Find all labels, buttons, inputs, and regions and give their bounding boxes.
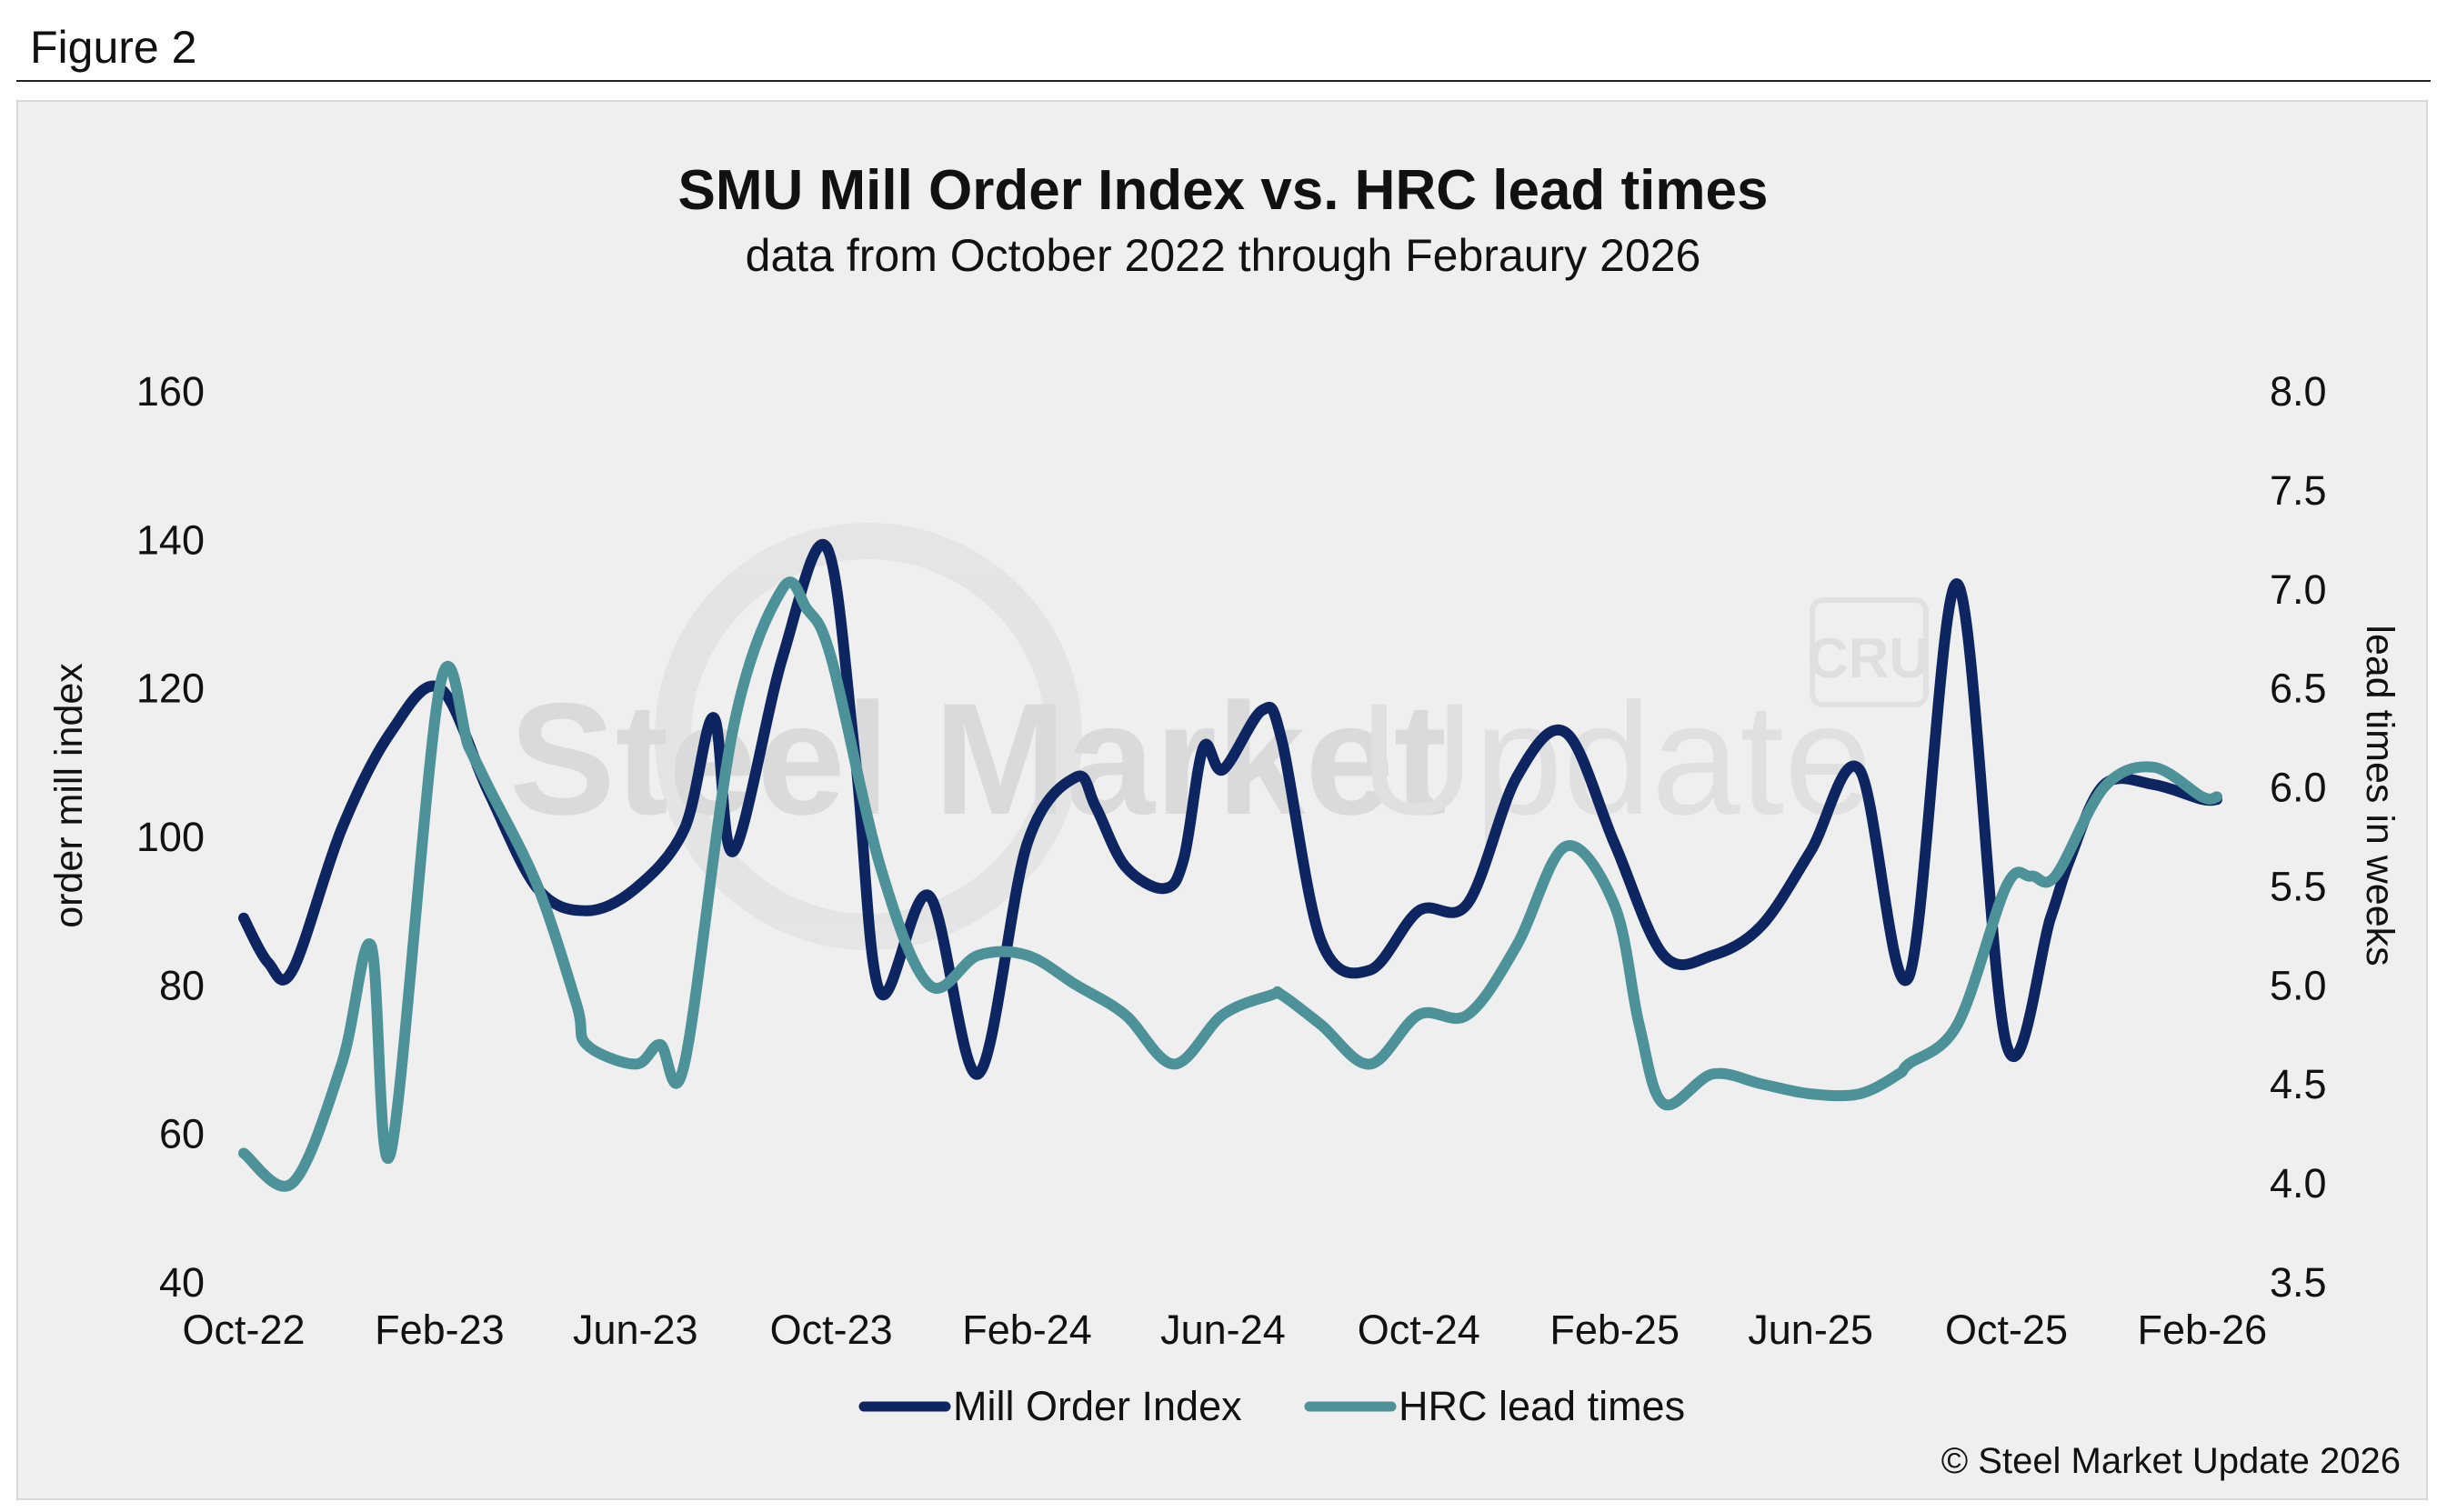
cru-logo-text: CRU	[1808, 627, 1930, 690]
y-axis-left-title: order mill index	[47, 663, 91, 928]
y-right-tick-label: 6.0	[2270, 765, 2327, 811]
figure-label: Figure 2	[30, 22, 197, 73]
y-axis-right: 3.5 4.0 4.5 5.0 5.5 6.0 6.5 7.0 7.5 8.0	[2270, 368, 2327, 1306]
x-tick-label: Oct-22	[182, 1307, 305, 1353]
series-layer	[238, 538, 2222, 1192]
x-tick-label: Oct-23	[770, 1307, 893, 1353]
y-left-tick-label: 40	[159, 1259, 205, 1306]
x-tick-label: Feb-26	[2138, 1307, 2268, 1353]
legend-label-hrc-lead-times: HRC lead times	[1399, 1383, 1685, 1429]
y-right-tick-label: 7.5	[2270, 467, 2327, 514]
y-right-tick-label: 4.5	[2270, 1061, 2327, 1107]
x-tick-label: Oct-24	[1358, 1307, 1480, 1353]
y-right-tick-label: 8.0	[2270, 368, 2327, 415]
y-right-tick-label: 7.0	[2270, 566, 2327, 613]
watermark-text-bold: Steel Market	[509, 671, 1447, 848]
x-axis: Oct-22 Feb-23 Jun-23 Oct-23 Feb-24 Jun-24 Oct-…	[182, 1307, 2267, 1353]
x-tick-label: Jun-24	[1160, 1307, 1286, 1353]
y-right-tick-label: 6.5	[2270, 666, 2327, 712]
series-line-hrc-lead-times	[238, 576, 2222, 1192]
chart-panel	[16, 100, 2428, 1500]
y-left-tick-label: 80	[159, 962, 205, 1008]
y-right-tick-label: 3.5	[2270, 1259, 2327, 1306]
y-left-tick-label: 120	[136, 666, 205, 712]
x-tick-label: Feb-23	[375, 1307, 505, 1353]
copyright-note: © Steel Market Update 2026	[1941, 1441, 2401, 1481]
y-left-tick-label: 140	[136, 516, 205, 563]
legend-label-mill-order-index: Mill Order Index	[953, 1383, 1242, 1429]
y-axis-left: 40 60 80 100 120 140 160	[136, 368, 205, 1306]
y-left-tick-label: 100	[136, 814, 205, 860]
cru-logo-icon	[1810, 597, 1929, 707]
chart-title: SMU Mill Order Index vs. HRC lead times	[678, 159, 1769, 222]
legend: Mill Order Index HRC lead times	[858, 1383, 1685, 1429]
x-tick-label: Feb-24	[962, 1307, 1092, 1353]
series-line-mill-order-index	[238, 538, 2222, 1080]
figure-divider	[16, 80, 2431, 82]
watermark-text-light: Update	[1359, 671, 1872, 848]
y-left-tick-label: 160	[136, 368, 205, 415]
chart-subtitle: data from October 2022 through Febraury …	[746, 230, 1701, 281]
x-tick-label: Jun-23	[573, 1307, 698, 1353]
y-right-tick-label: 5.0	[2270, 962, 2327, 1008]
y-axis-right-title: lead times in weeks	[2358, 625, 2402, 966]
x-tick-label: Feb-25	[1549, 1307, 1680, 1353]
y-left-tick-label: 60	[159, 1111, 205, 1157]
x-tick-label: Jun-25	[1748, 1307, 1873, 1353]
y-right-tick-label: 4.0	[2270, 1160, 2327, 1207]
x-tick-label: Oct-25	[1945, 1307, 2068, 1353]
y-right-tick-label: 5.5	[2270, 863, 2327, 909]
